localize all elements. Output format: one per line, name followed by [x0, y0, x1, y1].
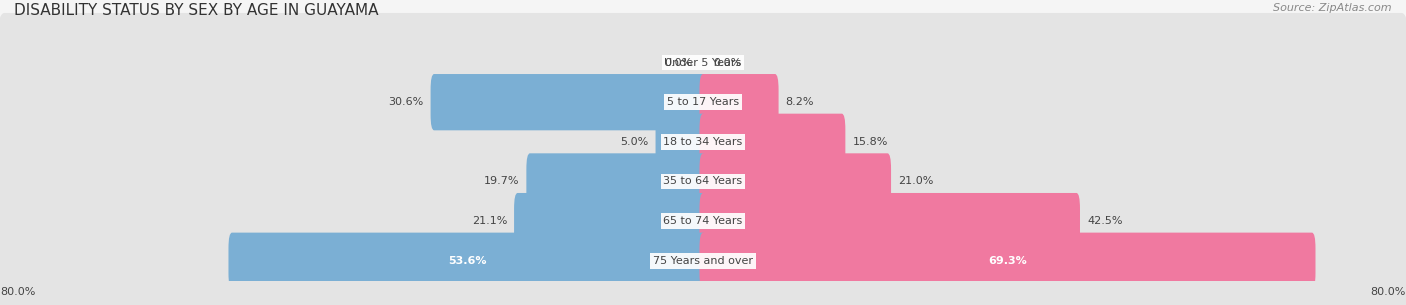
FancyBboxPatch shape	[526, 153, 707, 210]
FancyBboxPatch shape	[0, 13, 1406, 112]
Text: 0.0%: 0.0%	[713, 58, 742, 67]
Text: 18 to 34 Years: 18 to 34 Years	[664, 137, 742, 147]
FancyBboxPatch shape	[0, 92, 1406, 192]
Text: 53.6%: 53.6%	[449, 256, 486, 266]
Text: 42.5%: 42.5%	[1087, 216, 1122, 226]
FancyBboxPatch shape	[700, 233, 1316, 289]
Text: 21.0%: 21.0%	[898, 177, 934, 186]
FancyBboxPatch shape	[700, 193, 1080, 249]
Text: Under 5 Years: Under 5 Years	[665, 58, 741, 67]
FancyBboxPatch shape	[0, 171, 1406, 271]
Text: 5.0%: 5.0%	[620, 137, 648, 147]
Text: 80.0%: 80.0%	[0, 287, 35, 297]
FancyBboxPatch shape	[229, 233, 707, 289]
Text: 80.0%: 80.0%	[1371, 287, 1406, 297]
FancyBboxPatch shape	[700, 153, 891, 210]
Text: 21.1%: 21.1%	[471, 216, 508, 226]
Text: 19.7%: 19.7%	[484, 177, 519, 186]
Text: 69.3%: 69.3%	[988, 256, 1026, 266]
FancyBboxPatch shape	[655, 114, 707, 170]
Text: 5 to 17 Years: 5 to 17 Years	[666, 97, 740, 107]
FancyBboxPatch shape	[0, 211, 1406, 305]
FancyBboxPatch shape	[0, 52, 1406, 152]
FancyBboxPatch shape	[515, 193, 707, 249]
Text: 8.2%: 8.2%	[786, 97, 814, 107]
Text: 30.6%: 30.6%	[388, 97, 423, 107]
FancyBboxPatch shape	[0, 132, 1406, 231]
Text: 65 to 74 Years: 65 to 74 Years	[664, 216, 742, 226]
Text: DISABILITY STATUS BY SEX BY AGE IN GUAYAMA: DISABILITY STATUS BY SEX BY AGE IN GUAYA…	[14, 3, 378, 18]
Text: 15.8%: 15.8%	[852, 137, 887, 147]
FancyBboxPatch shape	[700, 114, 845, 170]
Text: 35 to 64 Years: 35 to 64 Years	[664, 177, 742, 186]
FancyBboxPatch shape	[430, 74, 707, 130]
Text: Source: ZipAtlas.com: Source: ZipAtlas.com	[1274, 3, 1392, 13]
Text: 75 Years and over: 75 Years and over	[652, 256, 754, 266]
Text: 0.0%: 0.0%	[664, 58, 693, 67]
FancyBboxPatch shape	[700, 74, 779, 130]
